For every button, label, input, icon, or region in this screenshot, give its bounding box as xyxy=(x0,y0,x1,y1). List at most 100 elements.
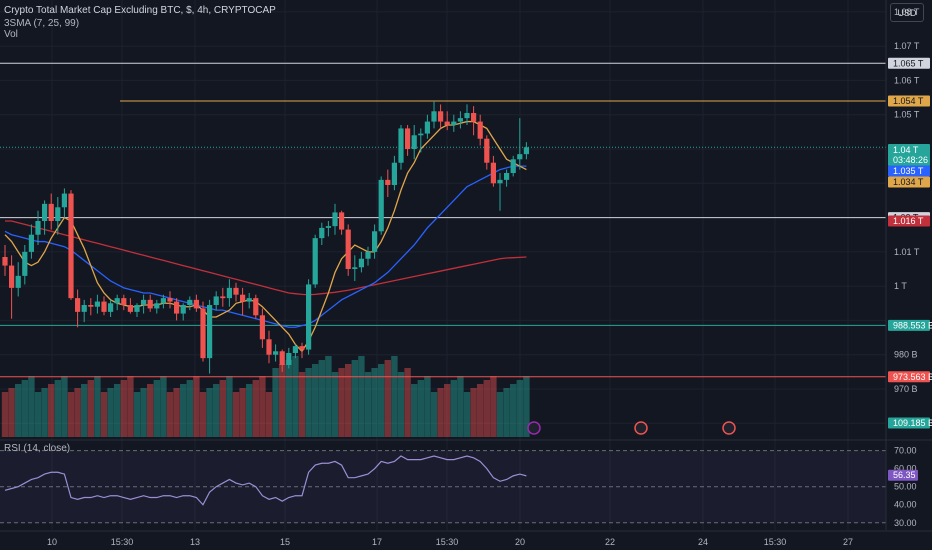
volume-bar xyxy=(364,372,372,437)
volume-bar xyxy=(285,360,292,437)
candle-body xyxy=(325,226,331,228)
rsi-tick-label: 30.00 xyxy=(894,518,917,528)
volume-bar xyxy=(153,380,160,437)
candle-body xyxy=(22,251,28,276)
volume-bar xyxy=(133,392,141,437)
volume-bar xyxy=(48,384,55,437)
candle-body xyxy=(517,154,523,160)
candle-body xyxy=(61,193,67,208)
candle-body xyxy=(220,296,226,299)
candle-body xyxy=(477,121,483,139)
candle-body xyxy=(504,173,510,180)
volume-bar xyxy=(417,380,424,437)
volume-bar xyxy=(391,356,398,437)
rsi-current-label: 56.35 xyxy=(893,470,916,480)
time-tick-label: 15:30 xyxy=(764,537,787,547)
rsi-indicator-label[interactable]: RSI (14, close) xyxy=(4,443,71,454)
candle-body xyxy=(286,353,292,365)
candle-body xyxy=(385,179,391,185)
candle-body xyxy=(319,227,325,239)
volume-bar xyxy=(279,364,286,437)
sma99-line xyxy=(5,220,527,296)
volume-bar xyxy=(61,376,68,437)
candle-body xyxy=(94,301,100,307)
candle-body xyxy=(259,315,265,340)
candle-body xyxy=(352,267,358,269)
candle-body xyxy=(193,299,199,309)
level-988-label-bg xyxy=(888,319,930,331)
candle-body xyxy=(405,128,411,149)
candle-body xyxy=(484,138,490,163)
candle-body xyxy=(398,128,404,163)
candle-body xyxy=(444,121,450,125)
volume-bar xyxy=(252,380,259,437)
candle-body xyxy=(68,193,74,299)
candle-body xyxy=(332,212,338,227)
time-tick-label: 22 xyxy=(605,537,615,547)
candle-body xyxy=(431,111,437,122)
rsi-tick-label: 50.00 xyxy=(894,482,917,492)
level-973-label: 973.563 B xyxy=(893,372,932,382)
volume-bar xyxy=(246,384,253,437)
candle-body xyxy=(418,133,424,136)
candle-body xyxy=(279,351,285,365)
rsi-tick-label: 40.00 xyxy=(894,500,917,510)
candle-body xyxy=(372,231,378,252)
countdown-label: 03:48:26 xyxy=(893,155,928,165)
level-1065-label: 1.065 T xyxy=(893,58,924,68)
volume-bar xyxy=(358,356,365,437)
price-tick-label: 980 B xyxy=(894,350,918,360)
candle-body xyxy=(226,287,232,299)
price-tick-label: 1.01 T xyxy=(894,247,920,257)
time-tick-label: 27 xyxy=(843,537,853,547)
volume-bar xyxy=(444,384,451,437)
volume-bar xyxy=(232,392,240,437)
volume-bar xyxy=(470,388,477,437)
price-tick-label: 1.06 T xyxy=(894,75,920,85)
candle-body xyxy=(358,258,364,268)
volume-bar xyxy=(490,376,497,437)
volume-bar xyxy=(21,380,28,437)
candle-body xyxy=(246,298,252,302)
volume-bar xyxy=(173,388,180,437)
candle-body xyxy=(464,113,470,119)
candle-body xyxy=(9,265,15,288)
sma7-value-label-bg xyxy=(888,176,930,188)
volume-bar xyxy=(411,384,418,437)
candle-body xyxy=(101,301,107,312)
event-icon xyxy=(634,421,648,435)
candle-body xyxy=(28,234,34,252)
volume-bar xyxy=(378,364,385,437)
candle-body xyxy=(88,305,94,307)
time-tick-label: 24 xyxy=(698,537,708,547)
volume-bar xyxy=(397,372,405,437)
candle-body xyxy=(273,351,279,355)
level-1065-label-bg xyxy=(888,57,930,69)
volume-bar xyxy=(107,388,114,437)
sma25-value-label-bg xyxy=(888,165,930,177)
candle-body xyxy=(438,111,444,122)
candle-body xyxy=(134,305,140,312)
candle-body xyxy=(167,298,173,302)
volume-bar xyxy=(1,392,9,437)
volume-bar xyxy=(239,388,246,437)
time-tick-label: 15:30 xyxy=(111,537,134,547)
volume-bar xyxy=(120,380,127,437)
volume-bar xyxy=(87,380,94,437)
volume-bar xyxy=(114,384,121,437)
volume-bar xyxy=(331,372,339,437)
volume-bar xyxy=(74,388,81,437)
volume-indicator-label[interactable]: Vol xyxy=(4,29,18,40)
currency-button[interactable]: USD xyxy=(890,3,924,22)
sma-indicator-label[interactable]: 3SMA (7, 25, 99) xyxy=(4,18,80,29)
candle-body xyxy=(35,221,41,235)
volume-bar xyxy=(305,368,312,437)
volume-bar xyxy=(226,376,233,437)
volume-bar xyxy=(8,388,15,437)
volume-bar xyxy=(81,384,88,437)
candle-body xyxy=(187,299,193,305)
volume-bar xyxy=(457,376,464,437)
candle-body xyxy=(523,147,529,155)
candle-body xyxy=(497,179,503,184)
